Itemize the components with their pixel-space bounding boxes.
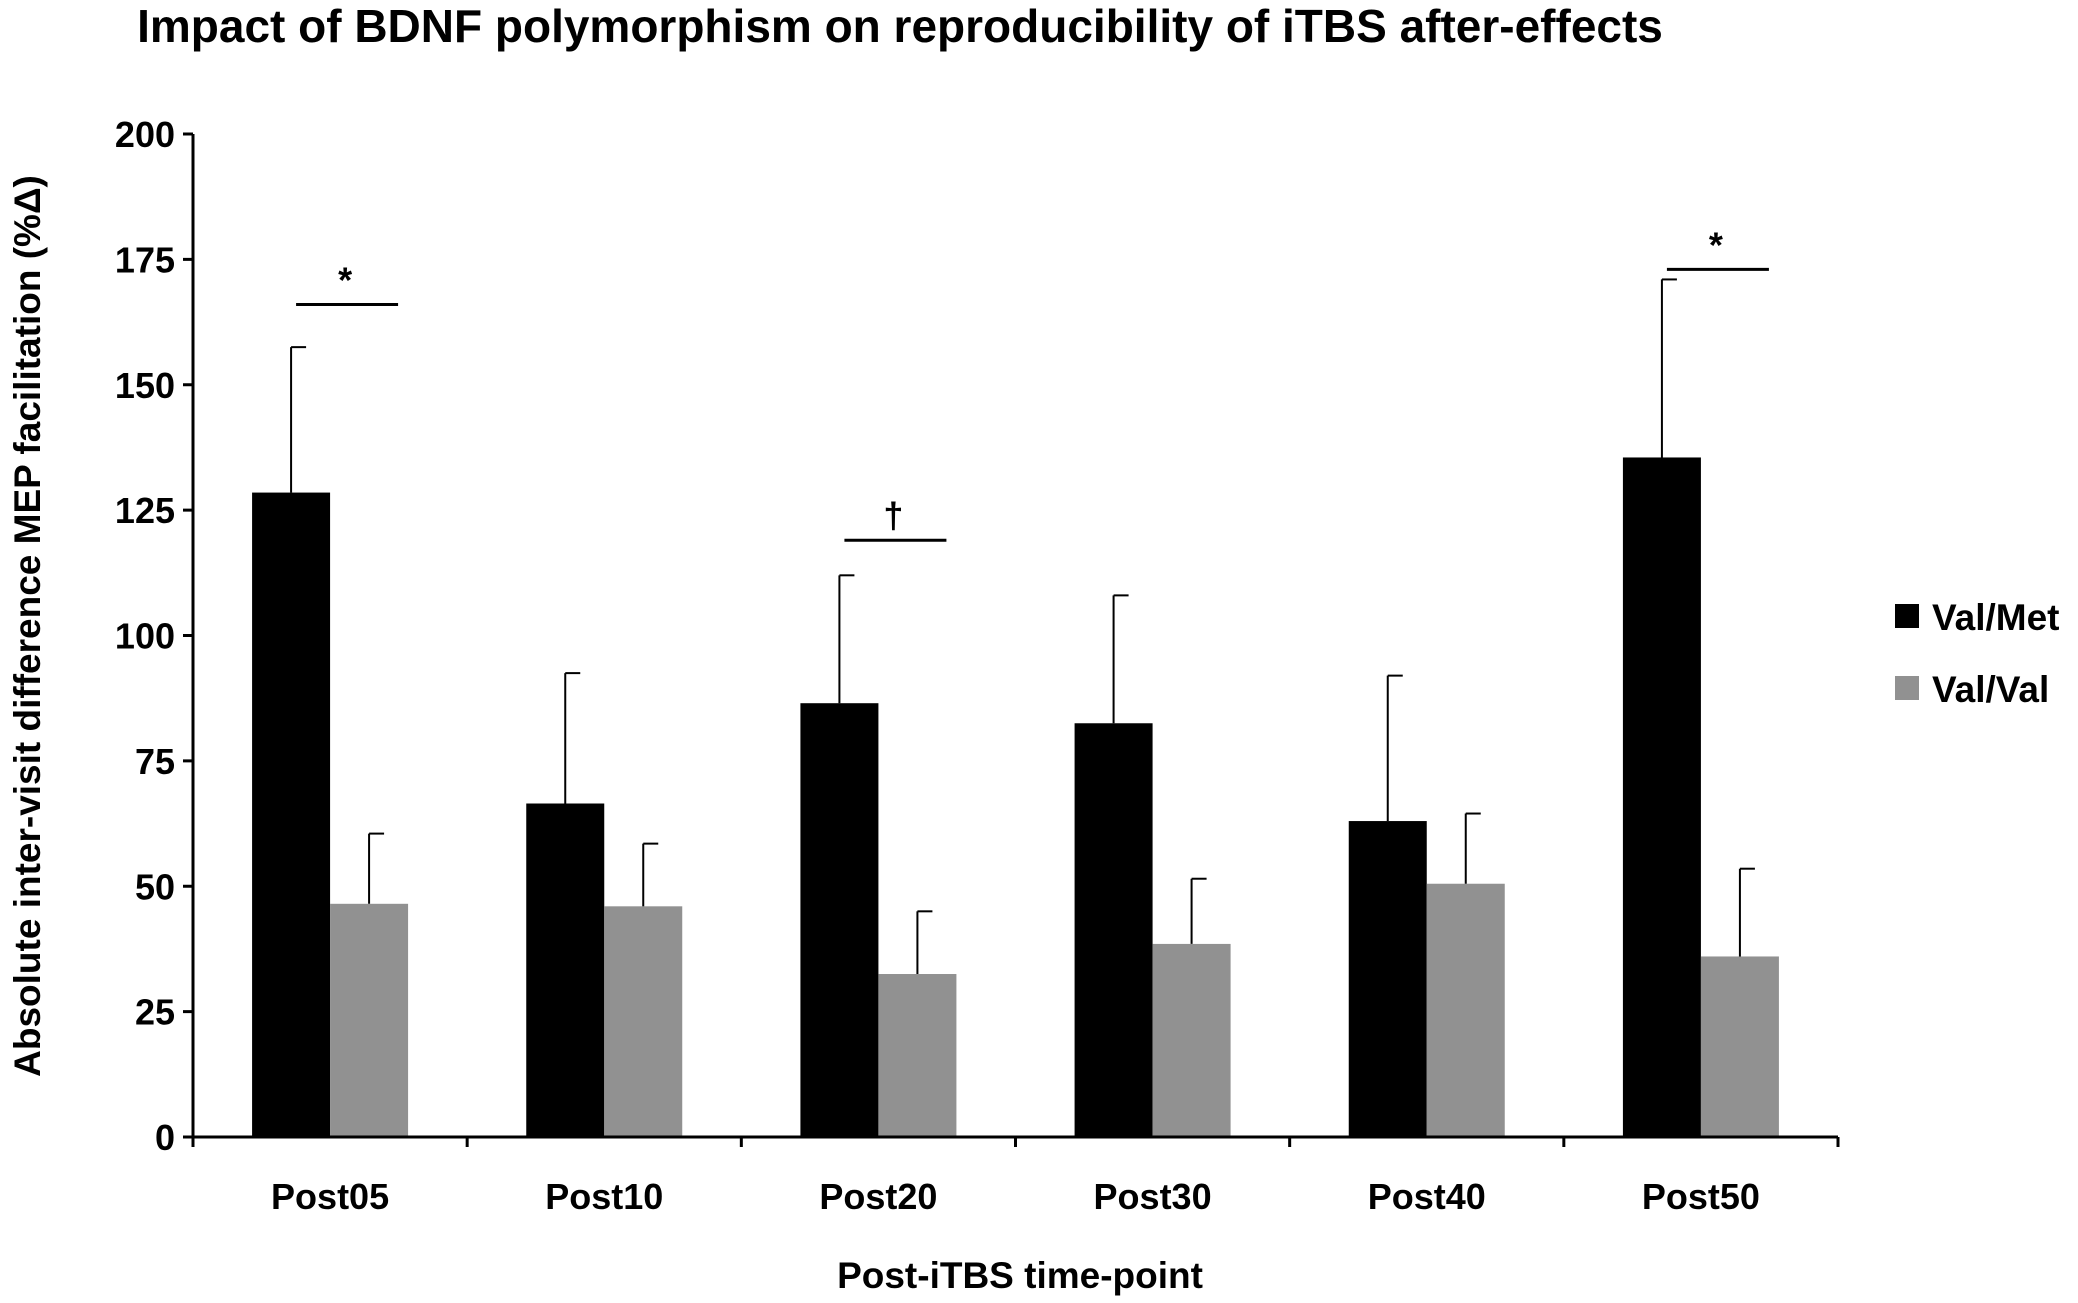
y-tick-label: 50	[135, 866, 175, 907]
y-tick-label: 150	[115, 365, 175, 406]
y-tick-label: 25	[135, 992, 175, 1033]
bar-val-val	[1700, 956, 1779, 1137]
significance-annotations: * † *	[296, 224, 1769, 542]
y-tick-label: 0	[155, 1117, 175, 1158]
x-tick-label: Post50	[1642, 1176, 1760, 1217]
error-bar	[1464, 812, 1481, 884]
chart-title: Impact of BDNF polymorphism on reproduci…	[137, 0, 1663, 52]
x-tick-label: Post30	[1094, 1176, 1212, 1217]
x-axis-title: Post-iTBS time-point	[837, 1255, 1203, 1296]
y-tick-label: 175	[115, 239, 175, 280]
error-bar	[1112, 594, 1129, 724]
bar-val-val	[1152, 943, 1231, 1137]
error-bar	[1386, 674, 1403, 822]
error-bar	[368, 832, 385, 904]
x-tick-label: Post05	[271, 1176, 389, 1217]
error-bar	[1190, 877, 1207, 944]
bar-val-met	[1074, 723, 1153, 1137]
y-tick-label: 75	[135, 741, 175, 782]
bar-val-met	[526, 803, 605, 1137]
error-bar	[916, 910, 933, 975]
bar-val-met	[1348, 821, 1427, 1137]
error-bar	[564, 672, 581, 804]
x-tick-label: Post20	[819, 1176, 937, 1217]
y-axis-title: Absolute inter-visit difference MEP faci…	[7, 175, 48, 1077]
error-bar	[642, 842, 659, 907]
legend: Val/Met Val/Val	[1895, 597, 2060, 710]
bar-val-met	[252, 492, 331, 1137]
bar-val-val	[604, 906, 683, 1137]
bars-layer	[252, 457, 1779, 1137]
y-tick-label: 200	[115, 114, 175, 155]
bar-val-val	[1426, 883, 1505, 1137]
x-tick-label: Post40	[1368, 1176, 1486, 1217]
x-axis-ticks: Post05 Post10 Post20 Post30 Post40 Post50	[191, 1137, 1840, 1217]
bar-val-met	[800, 703, 879, 1137]
y-tick-label: 100	[115, 616, 175, 657]
y-axis-ticks: 0 25 50 75 100 125 150 175 200	[115, 114, 193, 1158]
significance-mark: †	[883, 495, 903, 536]
x-tick-label: Post10	[545, 1176, 663, 1217]
error-bar	[1660, 278, 1677, 458]
y-tick-label: 125	[115, 490, 175, 531]
bar-val-val	[878, 974, 957, 1137]
error-bar	[290, 346, 307, 493]
error-bars-layer	[290, 278, 1755, 975]
error-bar	[838, 574, 855, 704]
legend-swatch	[1895, 604, 1919, 628]
significance-mark: *	[1709, 224, 1723, 265]
legend-label: Val/Met	[1932, 597, 2060, 638]
bar-val-val	[330, 903, 409, 1137]
significance-mark: *	[338, 260, 352, 301]
error-bar	[1738, 867, 1755, 957]
bar-val-met	[1622, 457, 1701, 1137]
legend-swatch	[1895, 676, 1919, 700]
legend-label: Val/Val	[1932, 669, 2049, 710]
